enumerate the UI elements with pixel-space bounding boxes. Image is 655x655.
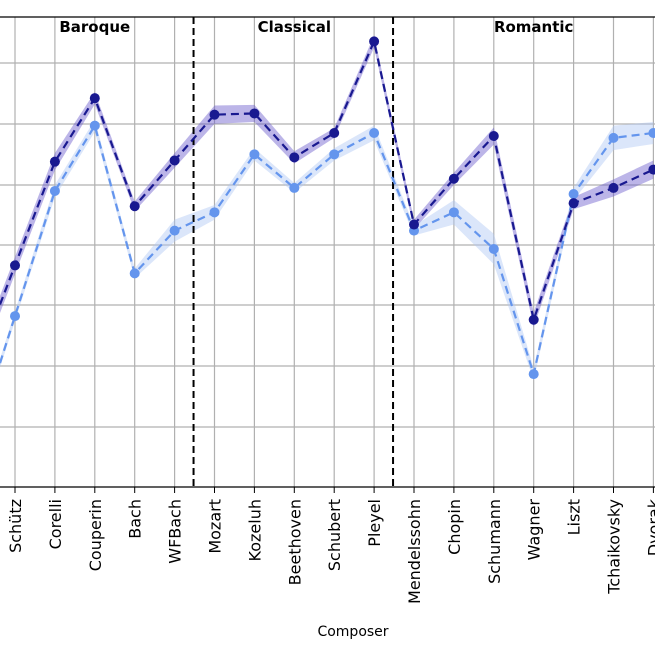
series-2-point	[448, 207, 459, 218]
x-tick-label: Mozart	[206, 499, 225, 554]
series-1-point	[528, 314, 539, 325]
series-1-point	[249, 108, 260, 119]
era-label: Classical	[258, 18, 331, 36]
era-dividers	[192, 17, 395, 487]
series-lines	[0, 37, 654, 379]
series-1-point	[329, 127, 340, 138]
series-2-point	[528, 369, 539, 380]
x-tick-label: WFBach	[166, 499, 185, 564]
series-2-point	[289, 182, 300, 193]
series-1-point	[648, 164, 655, 175]
x-tick-label: Schumann	[485, 499, 504, 584]
x-tick-label: Tchaikovsky	[605, 499, 624, 595]
series-2-point	[209, 207, 220, 218]
x-tick-label: Corelli	[46, 499, 65, 549]
x-tick-label: Kozeluh	[245, 499, 264, 561]
series-2-line	[0, 122, 654, 379]
series-1-point	[49, 156, 60, 167]
series-2-point	[49, 185, 60, 196]
series-2-point	[329, 149, 340, 160]
series-2-point	[89, 120, 100, 131]
series-2-point	[169, 225, 180, 236]
x-tick-label: Mendelssohn	[405, 499, 424, 604]
x-tick-labels: Schütz Corelli Couperin Bach WFBach Mozart Koz…	[6, 487, 655, 604]
x-tick-label: Pleyel	[365, 499, 384, 547]
x-tick-label: Wagner	[525, 499, 544, 561]
x-tick-label: Bach	[126, 499, 145, 539]
series-1-point	[209, 109, 220, 120]
era-label: Romantic	[494, 18, 574, 36]
series-1-point	[568, 198, 579, 209]
series-1-point	[448, 173, 459, 184]
series-1-point	[488, 131, 499, 142]
x-tick-label: Couperin	[86, 499, 105, 571]
era-labels: Baroque Classical Romantic	[59, 18, 573, 36]
series-2-point	[608, 132, 619, 143]
series-1-point	[289, 152, 300, 163]
series-2-point	[648, 127, 655, 138]
series-1-point	[409, 219, 419, 230]
x-axis-label: Composer	[317, 624, 388, 640]
series-2-point	[568, 189, 579, 200]
plot-frame	[0, 16, 655, 488]
series-2-point	[249, 149, 260, 160]
x-tick-label: Beethoven	[285, 499, 304, 585]
series-1-line	[0, 37, 654, 324]
series-1-point	[89, 93, 100, 104]
x-tick-label: Chopin	[445, 499, 464, 555]
x-tick-label: Schubert	[325, 499, 344, 571]
x-tick-label: Schütz	[6, 499, 25, 553]
confidence-bands	[0, 35, 654, 381]
series-points	[10, 36, 655, 380]
series-2-point	[129, 268, 140, 279]
series-1-point	[129, 201, 140, 212]
series-2-point	[488, 243, 499, 254]
series-2-point	[369, 127, 380, 138]
x-tick-label: Liszt	[565, 499, 584, 535]
x-tick-label: Dvorak	[644, 498, 655, 556]
era-label: Baroque	[59, 18, 130, 36]
series-1-point	[10, 260, 20, 271]
series-1-band	[0, 35, 654, 328]
series-1-point	[169, 155, 180, 166]
series-1-point	[608, 182, 619, 193]
series-1-point	[369, 36, 380, 47]
series-2-point	[10, 311, 20, 322]
